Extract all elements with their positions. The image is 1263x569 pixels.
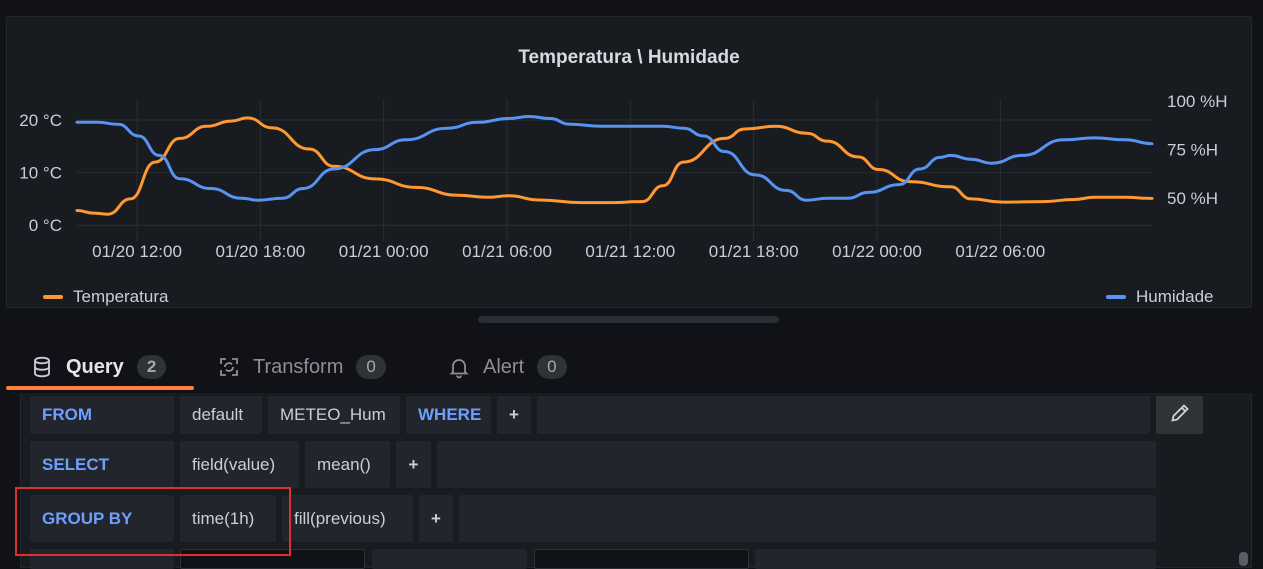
series-line-temperatura	[75, 116, 1154, 216]
tab-alert-count: 0	[537, 355, 567, 379]
panel-resize-handle[interactable]	[478, 316, 779, 323]
add-select-button[interactable]: +	[396, 441, 431, 488]
y-left-tick-label: 0 °C	[29, 216, 62, 235]
measurement-select[interactable]: METEO_Hum	[268, 396, 400, 434]
group-by-keyword: GROUP BY	[30, 495, 174, 542]
legend-swatch-temperatura	[43, 295, 63, 299]
add-where-button[interactable]: +	[497, 396, 531, 434]
tab-transform[interactable]: Transform 0	[217, 352, 386, 382]
series-lines	[75, 115, 1154, 216]
fill-option[interactable]: fill(previous)	[282, 495, 413, 542]
select-field[interactable]: field(value)	[180, 441, 299, 488]
next-row-filler	[755, 549, 1156, 569]
y-axis-left: 0 °C 10 °C 20 °C	[19, 111, 62, 235]
where-keyword: WHERE	[406, 396, 491, 434]
edit-query-button[interactable]	[1156, 396, 1203, 434]
x-tick-label: 01/20 18:00	[215, 242, 305, 261]
x-tick-label: 01/21 06:00	[462, 242, 552, 261]
y-right-tick-label: 100 %H	[1167, 92, 1227, 111]
legend-label-temperatura: Temperatura	[73, 287, 169, 306]
next-row-keyword-2	[372, 549, 527, 569]
tab-query-count: 2	[136, 355, 167, 379]
add-group-by-button[interactable]: +	[419, 495, 453, 542]
tab-transform-label: Transform	[253, 355, 344, 378]
transform-icon	[217, 355, 241, 379]
x-tick-label: 01/20 12:00	[92, 242, 182, 261]
active-tab-indicator	[6, 386, 194, 390]
legend-swatch-humidade	[1106, 295, 1126, 299]
x-tick-label: 01/21 18:00	[709, 242, 799, 261]
next-row-input-2[interactable]	[534, 549, 749, 569]
x-axis: 01/20 12:00 01/20 18:00 01/21 00:00 01/21 0…	[92, 242, 1045, 261]
editor-scrollbar[interactable]	[1239, 552, 1248, 566]
annotation-highlight-box	[15, 487, 291, 556]
x-tick-label: 01/21 12:00	[585, 242, 675, 261]
database-icon	[30, 355, 54, 379]
chart: 0 °C 10 °C 20 °C 50 %H 75 %H 100 %H 01/20 12…	[19, 92, 1227, 261]
tab-query-label: Query	[66, 355, 124, 378]
y-right-tick-label: 75 %H	[1167, 141, 1218, 160]
x-tick-label: 01/22 06:00	[955, 242, 1045, 261]
bell-icon	[447, 355, 471, 379]
legend-label-humidade: Humidade	[1136, 287, 1214, 306]
y-left-tick-label: 20 °C	[19, 111, 62, 130]
select-row-filler	[437, 441, 1156, 488]
x-tick-label: 01/21 00:00	[339, 242, 429, 261]
pencil-icon	[1169, 402, 1191, 429]
group-by-time[interactable]: time(1h)	[180, 495, 276, 542]
select-keyword: SELECT	[30, 441, 174, 488]
tab-query[interactable]: Query 2	[30, 352, 167, 382]
retention-policy-select[interactable]: default	[180, 396, 262, 434]
legend-item-temperatura[interactable]: Temperatura	[43, 287, 168, 307]
graph-panel: Temperatura \ Humidade 0 °C 10 °C 20 °C 50…	[6, 16, 1252, 308]
y-axis-right: 50 %H 75 %H 100 %H	[1167, 92, 1227, 208]
tab-alert[interactable]: Alert 0	[447, 352, 567, 382]
group-by-row-filler	[459, 495, 1156, 542]
series-line-humidade	[75, 115, 1154, 202]
from-row-filler	[537, 396, 1150, 434]
y-left-tick-label: 10 °C	[19, 164, 62, 183]
legend-item-humidade[interactable]: Humidade	[1106, 287, 1214, 307]
select-aggregation[interactable]: mean()	[305, 441, 390, 488]
from-keyword: FROM	[30, 396, 174, 434]
tab-alert-label: Alert	[483, 355, 525, 378]
tab-transform-count: 0	[356, 355, 386, 379]
y-right-tick-label: 50 %H	[1167, 189, 1218, 208]
panel-title[interactable]: Temperatura \ Humidade	[518, 47, 740, 68]
x-tick-label: 01/22 00:00	[832, 242, 922, 261]
